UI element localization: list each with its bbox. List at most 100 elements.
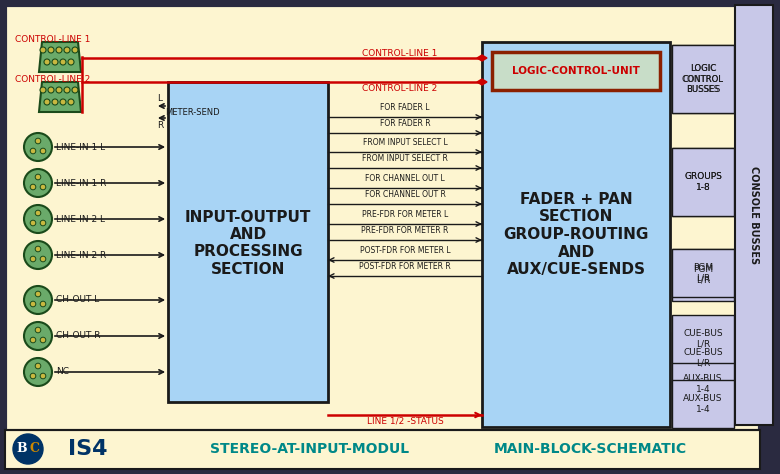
Text: CONTROL-LINE 2: CONTROL-LINE 2: [363, 83, 438, 92]
Text: GROUPS
1-8: GROUPS 1-8: [684, 173, 722, 191]
Circle shape: [41, 301, 46, 307]
Text: AND: AND: [229, 227, 267, 241]
Circle shape: [44, 59, 50, 65]
Bar: [735, 5, 773, 425]
Text: LINE-IN 1 L: LINE-IN 1 L: [56, 143, 105, 152]
Circle shape: [60, 99, 66, 105]
Circle shape: [41, 337, 46, 343]
Circle shape: [13, 434, 43, 464]
Text: LOGIC-CONTROL-UNIT: LOGIC-CONTROL-UNIT: [512, 66, 640, 76]
Text: LINE-IN 2 L: LINE-IN 2 L: [56, 215, 105, 224]
Polygon shape: [39, 42, 81, 72]
Text: R: R: [157, 121, 163, 130]
Circle shape: [30, 184, 36, 190]
Text: POST-FDR FOR METER R: POST-FDR FOR METER R: [359, 262, 451, 271]
Text: SECTION: SECTION: [539, 209, 613, 224]
Text: NC: NC: [56, 367, 69, 376]
Bar: [672, 45, 734, 113]
Text: IS4: IS4: [68, 439, 108, 459]
Text: CUE-BUS
L/R: CUE-BUS L/R: [683, 348, 723, 368]
Text: MAIN-BLOCK-SCHEMATIC: MAIN-BLOCK-SCHEMATIC: [494, 442, 686, 456]
Circle shape: [52, 59, 58, 65]
Text: LINE-IN 2 R: LINE-IN 2 R: [56, 250, 106, 259]
Text: CONTROL-LINE 1: CONTROL-LINE 1: [15, 35, 90, 44]
Circle shape: [48, 47, 54, 53]
Bar: [492, 52, 660, 90]
Circle shape: [24, 169, 52, 197]
Circle shape: [30, 301, 36, 307]
Bar: [672, 249, 734, 301]
Circle shape: [41, 220, 46, 226]
Text: CH-OUT L: CH-OUT L: [56, 295, 99, 304]
Circle shape: [40, 47, 46, 53]
Text: STEREO-AT-INPUT-MODUL: STEREO-AT-INPUT-MODUL: [211, 442, 410, 456]
Circle shape: [35, 210, 41, 216]
Circle shape: [60, 59, 66, 65]
Circle shape: [24, 205, 52, 233]
Bar: [672, 148, 734, 216]
Bar: [672, 249, 734, 297]
Circle shape: [48, 87, 54, 93]
Text: FOR CHANNEL OUT R: FOR CHANNEL OUT R: [364, 190, 445, 199]
Circle shape: [64, 87, 70, 93]
Text: PGM
L/R: PGM L/R: [693, 265, 713, 285]
Text: LOGIC
CONTROL
BUSSES: LOGIC CONTROL BUSSES: [682, 64, 724, 94]
Text: GROUP-ROUTING: GROUP-ROUTING: [503, 227, 649, 242]
Circle shape: [35, 138, 41, 144]
Circle shape: [35, 363, 41, 369]
Text: PRE-FDR FOR METER L: PRE-FDR FOR METER L: [362, 210, 448, 219]
Text: AUX/CUE-SENDS: AUX/CUE-SENDS: [506, 262, 646, 277]
Text: FOR FADER L: FOR FADER L: [381, 103, 430, 112]
Text: AUX-BUS
1-4: AUX-BUS 1-4: [683, 374, 723, 394]
Text: CONTROL-LINE 1: CONTROL-LINE 1: [363, 48, 438, 57]
Circle shape: [35, 246, 41, 252]
Text: FOR FADER R: FOR FADER R: [380, 119, 431, 128]
Text: C: C: [29, 443, 39, 456]
Text: GROUPS
1-8: GROUPS 1-8: [684, 173, 722, 191]
Circle shape: [72, 47, 78, 53]
Circle shape: [56, 47, 62, 53]
Circle shape: [41, 148, 46, 154]
Bar: [482, 42, 670, 427]
Text: METER-SEND: METER-SEND: [165, 108, 220, 117]
Circle shape: [35, 291, 41, 297]
Bar: [5, 430, 760, 469]
Circle shape: [52, 99, 58, 105]
Circle shape: [35, 327, 41, 333]
Circle shape: [68, 99, 74, 105]
Text: FROM INPUT SELECT R: FROM INPUT SELECT R: [362, 154, 448, 163]
Text: CH-OUT R: CH-OUT R: [56, 331, 101, 340]
Bar: [672, 350, 734, 418]
Text: B: B: [16, 443, 27, 456]
Polygon shape: [39, 82, 81, 112]
Circle shape: [35, 174, 41, 180]
Text: CONTROL-LINE 2: CONTROL-LINE 2: [15, 74, 90, 83]
Text: PRE-FDR FOR METER R: PRE-FDR FOR METER R: [361, 226, 448, 235]
Text: FROM INPUT SELECT L: FROM INPUT SELECT L: [363, 138, 448, 147]
Circle shape: [24, 133, 52, 161]
Circle shape: [30, 256, 36, 262]
Circle shape: [41, 184, 46, 190]
Bar: [672, 315, 734, 363]
Bar: [672, 45, 734, 113]
Circle shape: [30, 148, 36, 154]
Polygon shape: [477, 79, 487, 85]
Text: CONSOLE BUSSES: CONSOLE BUSSES: [749, 166, 759, 264]
Circle shape: [24, 322, 52, 350]
Text: L: L: [157, 94, 162, 103]
Text: CUE-BUS
L/R: CUE-BUS L/R: [683, 329, 723, 349]
Circle shape: [72, 87, 78, 93]
Text: AUX-BUS
1-4: AUX-BUS 1-4: [683, 394, 723, 414]
Text: PROCESSING: PROCESSING: [193, 245, 303, 259]
Circle shape: [24, 241, 52, 269]
Text: SECTION: SECTION: [211, 263, 285, 277]
Circle shape: [56, 87, 62, 93]
Circle shape: [24, 286, 52, 314]
Text: INPUT-OUTPUT: INPUT-OUTPUT: [185, 210, 311, 225]
Circle shape: [30, 373, 36, 379]
Bar: [672, 380, 734, 428]
Bar: [672, 332, 734, 384]
Circle shape: [41, 256, 46, 262]
Text: LINE 1/2 -STATUS: LINE 1/2 -STATUS: [367, 417, 443, 426]
Polygon shape: [477, 55, 487, 61]
